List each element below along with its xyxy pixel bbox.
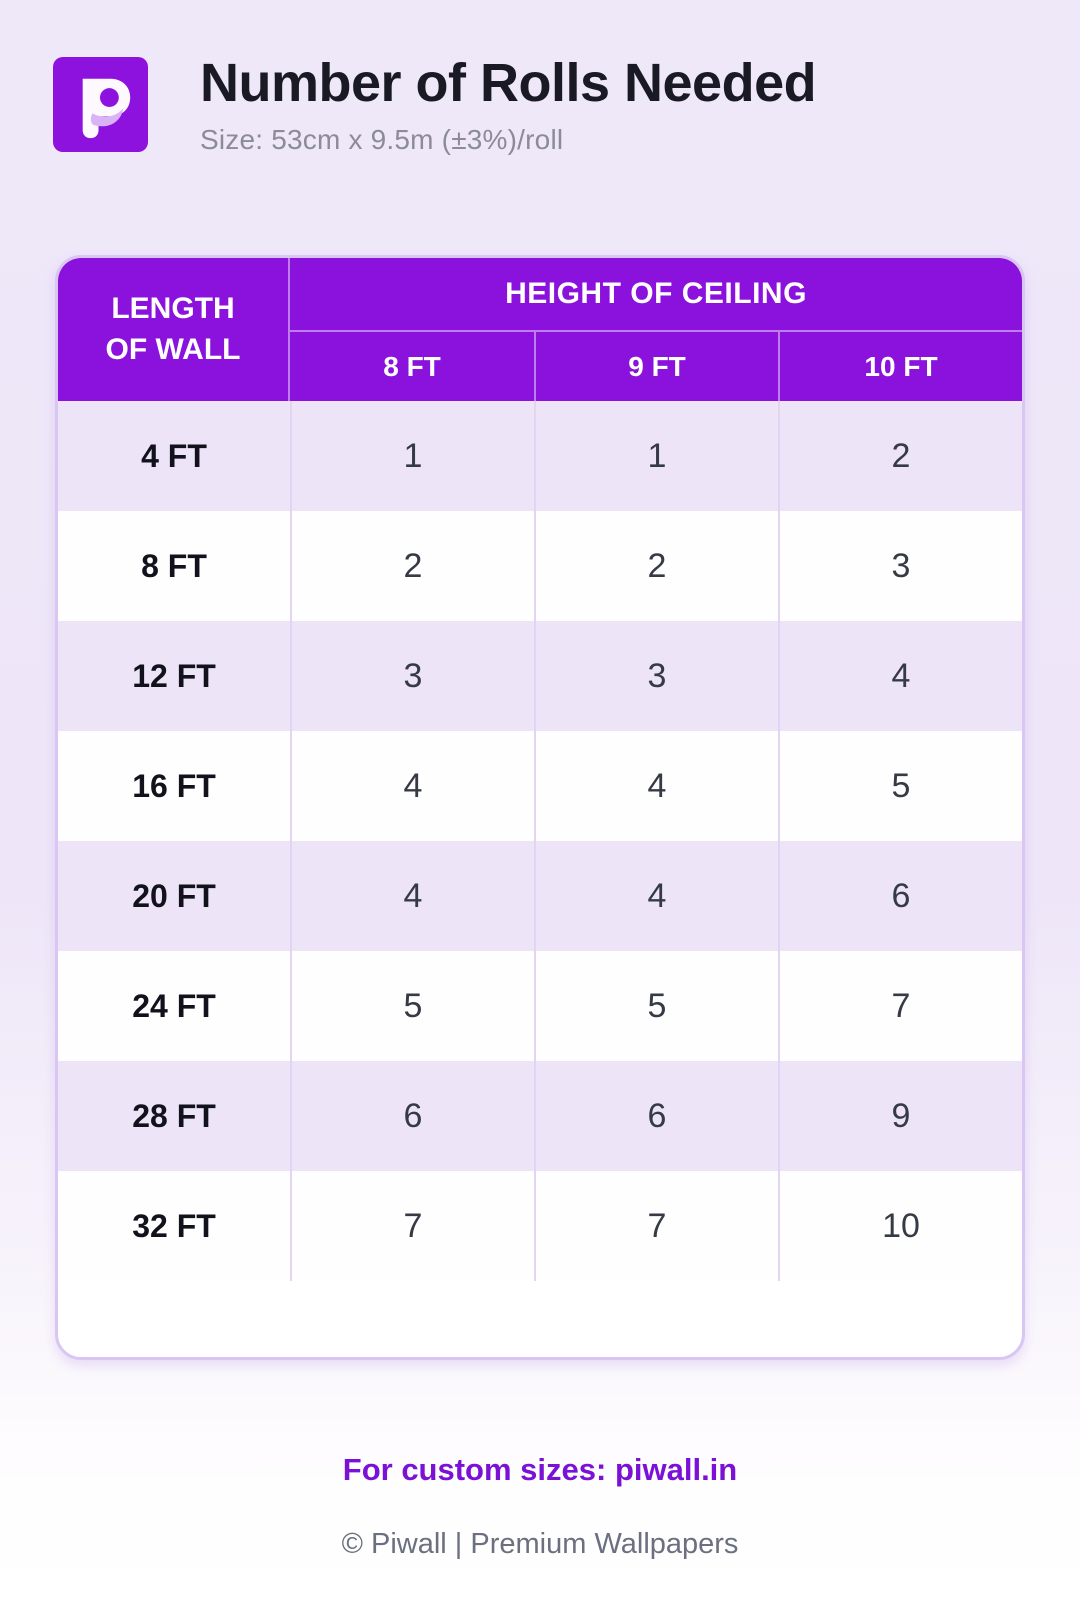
col-group-header-height-of-ceiling: HEIGHT OF CEILING [290, 258, 1022, 332]
table-cell: 10 [778, 1171, 1022, 1281]
col-header-9ft: 9 FT [534, 332, 778, 401]
col-header-8ft: 8 FT [383, 350, 441, 382]
table-cell: 4 [778, 621, 1022, 731]
custom-sizes-link[interactable]: For custom sizes: piwall.in [342, 1452, 738, 1487]
page-subtitle: Size: 53cm x 9.5m (±3%)/roll [200, 124, 564, 155]
row-label: 8 FT [141, 547, 207, 584]
row-label: 20 FT [132, 877, 216, 914]
table-cell: 4 [534, 841, 778, 951]
table-row: 28 FT 6 6 9 [58, 1061, 1022, 1171]
table-cell: 5 [290, 951, 534, 1061]
table-cell: 1 [290, 401, 534, 511]
col-header-10ft: 10 FT [778, 332, 1022, 401]
table-cell: 6 [778, 841, 1022, 951]
table-cell: 6 [534, 1061, 778, 1171]
row-label: 12 FT [132, 657, 216, 694]
table-cell: 7 [778, 951, 1022, 1061]
table-cell: 4 [534, 731, 778, 841]
piwall-logo-icon [53, 57, 148, 152]
table-cell: 2 [290, 511, 534, 621]
table-cell: 3 [290, 621, 534, 731]
table-row: 24 FT 5 5 7 [58, 951, 1022, 1061]
table-cell: 4 [290, 841, 534, 951]
table-row: 16 FT 4 4 5 [58, 731, 1022, 841]
row-label: 4 FT [141, 437, 207, 474]
table-cell: 1 [534, 401, 778, 511]
table-cell: 5 [778, 731, 1022, 841]
table-cell: 3 [534, 621, 778, 731]
table-cell: 7 [290, 1171, 534, 1281]
table-row: 32 FT 7 7 10 [58, 1171, 1022, 1281]
rolls-needed-table: LENGTH OF WALL HEIGHT OF CEILING 8 FT 9 … [55, 255, 1025, 1360]
table-body: 4 FT 1 1 2 8 FT 2 2 3 12 FT 3 3 4 16 FT … [58, 401, 1022, 1281]
row-label: 32 FT [132, 1207, 216, 1244]
table-cell: 9 [778, 1061, 1022, 1171]
table-cell: 4 [290, 731, 534, 841]
table-row: 20 FT 4 4 6 [58, 841, 1022, 951]
table-row: 12 FT 3 3 4 [58, 621, 1022, 731]
page-title: Number of Rolls Needed [200, 53, 817, 113]
row-label: 24 FT [132, 987, 216, 1024]
table-row: 8 FT 2 2 3 [58, 511, 1022, 621]
col-header-length-of-wall: LENGTH OF WALL [58, 258, 290, 401]
table-header: LENGTH OF WALL HEIGHT OF CEILING 8 FT 9 … [58, 258, 1022, 401]
table-cell: 3 [778, 511, 1022, 621]
row-label: 28 FT [132, 1097, 216, 1134]
table-cell: 6 [290, 1061, 534, 1171]
table-cell: 7 [534, 1171, 778, 1281]
table-cell: 2 [534, 511, 778, 621]
table-cell: 5 [534, 951, 778, 1061]
copyright: © Piwall | Premium Wallpapers [341, 1528, 739, 1560]
table-cell: 2 [778, 401, 1022, 511]
table-row: 4 FT 1 1 2 [58, 401, 1022, 511]
row-label: 16 FT [132, 767, 216, 804]
header: Number of Rolls Needed Size: 53cm x 9.5m… [200, 56, 1020, 156]
